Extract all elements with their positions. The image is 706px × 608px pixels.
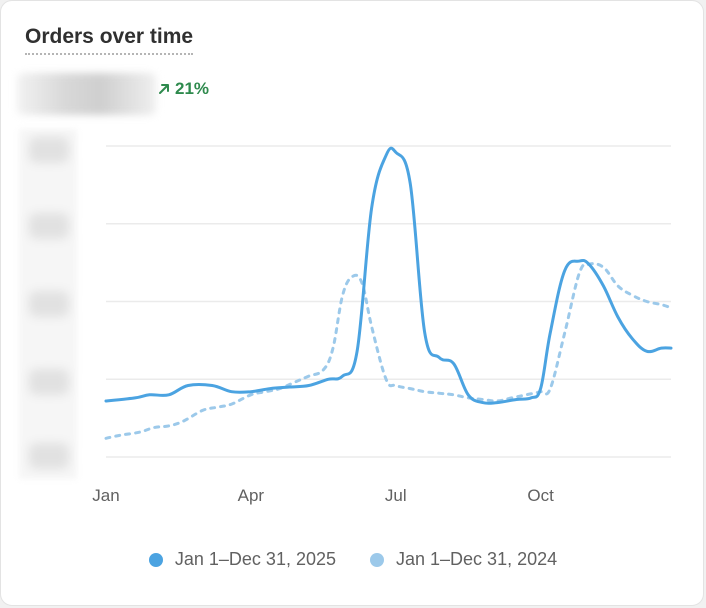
x-tick-label-jan: Jan [92,486,119,505]
x-tick-label-oct: Oct [527,486,554,505]
legend: Jan 1–Dec 31, 2025 Jan 1–Dec 31, 2024 [1,549,703,570]
legend-dot-current [148,552,163,567]
series-lines [104,146,673,440]
x-tick-label-apr: Apr [238,486,265,505]
x-axis-ticks: Jan Apr Jul Oct [92,486,554,505]
legend-item-previous[interactable]: Jan 1–Dec 31, 2024 [370,549,557,570]
x-tick-label-jul: Jul [385,486,407,505]
series-line-2025[interactable] [104,146,673,405]
legend-item-current[interactable]: Jan 1–Dec 31, 2025 [148,549,336,570]
change-percent: 21% [175,79,210,98]
card-title[interactable]: Orders over time [25,25,194,55]
gridlines [106,145,671,458]
legend-dot-previous [370,552,384,567]
y-axis-labels-obscured [19,129,77,479]
arrow-up-right-icon [159,84,169,94]
line-chart: Jan Apr Jul Oct [92,145,673,505]
legend-label-current: Jan 1–Dec 31, 2025 [174,549,336,569]
series-line-2024[interactable] [104,262,673,440]
change-indicator: 21% [158,79,209,99]
total-orders-value-obscured [17,73,156,115]
legend-label-previous: Jan 1–Dec 31, 2024 [396,549,558,569]
